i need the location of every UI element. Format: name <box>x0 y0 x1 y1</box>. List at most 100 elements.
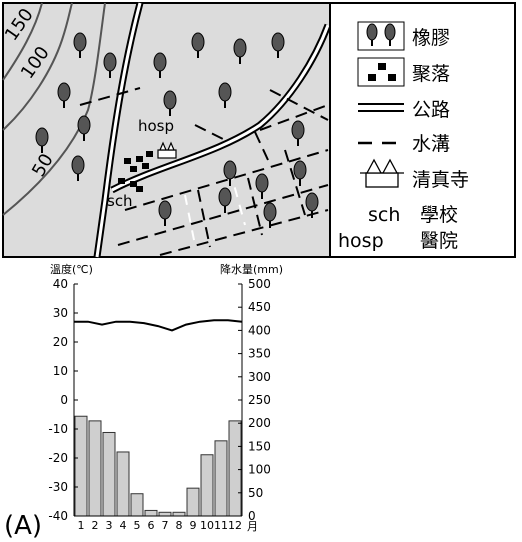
temperature-line-group <box>74 319 243 332</box>
x-tick-label: 10 <box>200 519 214 532</box>
rubber-tree-icon <box>271 32 285 58</box>
legend-settlement-icon <box>357 57 405 87</box>
x-tick-label: 9 <box>190 519 197 532</box>
contour-line-50 <box>2 2 106 216</box>
rubber-tree-icon <box>57 82 71 108</box>
legend-label-road: 公路 <box>412 99 450 121</box>
left-tick-label: -20 <box>48 451 68 465</box>
right-tick-label: 500 <box>248 277 271 291</box>
legend-abbr-hosp: hosp <box>338 230 384 252</box>
precipitation-bar <box>74 415 88 517</box>
left-tick-label: -10 <box>48 422 68 436</box>
right-tick-label: 100 <box>248 463 271 477</box>
rubber-tree-icon <box>35 127 49 153</box>
rubber-tree-icon <box>223 160 237 186</box>
x-tick-label: 2 <box>92 519 99 532</box>
x-tick-label: 8 <box>176 519 183 532</box>
contour-line-150 <box>2 2 43 81</box>
right-tick-label: 400 <box>248 323 271 337</box>
x-tick-label: 4 <box>120 519 127 532</box>
hosp-label: hosp <box>138 117 174 135</box>
precipitation-bar <box>158 511 172 517</box>
precipitation-bar <box>130 493 144 517</box>
right-axis-label: 降水量(mm) <box>220 262 283 276</box>
rubber-trees <box>35 32 319 228</box>
left-axis-label: 溫度(℃) <box>50 262 93 276</box>
legend-label-settlement: 聚落 <box>412 63 450 85</box>
settlement-blocks <box>118 151 153 192</box>
x-unit-label: 月 <box>247 520 258 533</box>
legend: 橡膠 聚落 公路 水溝 清真寺 sch 學校 hosp <box>329 2 516 258</box>
mosque-icon <box>157 141 177 159</box>
left-tick-label: -40 <box>48 509 68 523</box>
x-tick-label: 6 <box>148 519 155 532</box>
rubber-tree-icon <box>263 202 277 228</box>
rubber-tree-icon <box>218 82 232 108</box>
x-tick-label: 3 <box>106 519 113 532</box>
road-west-fill <box>95 2 142 258</box>
precipitation-bar <box>144 509 158 517</box>
rubber-tree-icon <box>291 120 305 146</box>
temperature-line <box>74 319 243 332</box>
precipitation-bars <box>74 415 242 517</box>
precipitation-bar <box>200 454 214 517</box>
right-tick-label: 350 <box>248 347 271 361</box>
field-boundaries <box>184 169 246 246</box>
precipitation-bar <box>116 451 130 517</box>
legend-label-rubber: 橡膠 <box>412 27 450 49</box>
right-tick-label: 150 <box>248 439 271 453</box>
right-tick-label: 200 <box>248 416 271 430</box>
left-tick-label: 40 <box>53 277 68 291</box>
rubber-tree-icon <box>158 200 172 226</box>
precipitation-bar <box>172 511 186 517</box>
option-label: (A) <box>4 511 42 541</box>
rubber-tree-icon <box>153 52 167 78</box>
precipitation-bar <box>214 440 228 517</box>
x-tick-label: 12 <box>228 519 242 532</box>
x-tick-label: 7 <box>162 519 169 532</box>
contour-line-100 <box>2 2 73 131</box>
x-tick-label: 5 <box>134 519 141 532</box>
legend-label-school: 學校 <box>420 204 458 226</box>
left-tick-label: 0 <box>60 393 68 407</box>
rubber-tree-icon <box>305 192 319 218</box>
precipitation-bar <box>88 420 102 517</box>
climate-chart: 溫度(℃) 降水量(mm) 403020100-10-20-30-4050045… <box>48 262 283 533</box>
legend-abbr-sch: sch <box>368 204 400 226</box>
rubber-tree-icon <box>73 32 87 58</box>
rubber-tree-icon <box>103 52 117 78</box>
left-tick-label: 10 <box>53 364 68 378</box>
legend-road-icon <box>358 103 404 112</box>
rubber-tree-icon <box>233 38 247 64</box>
right-tick-label: 450 <box>248 300 271 314</box>
rubber-tree-icon <box>293 160 307 186</box>
rubber-tree-icon <box>218 187 232 213</box>
x-tick-label: 1 <box>78 519 85 532</box>
x-tick-label: 11 <box>214 519 228 532</box>
road-east-fill <box>111 24 330 192</box>
right-tick-label: 50 <box>248 486 263 500</box>
right-tick-label: 300 <box>248 370 271 384</box>
legend-label-mosque: 清真寺 <box>412 169 469 191</box>
sch-label: sch <box>107 192 133 210</box>
rubber-tree-icon <box>71 155 85 181</box>
left-tick-label: 20 <box>53 335 68 349</box>
legend-label-ditch: 水溝 <box>412 133 450 155</box>
precipitation-bar <box>228 420 242 517</box>
rubber-tree-icon <box>77 115 91 141</box>
rubber-tree-icon <box>163 90 177 116</box>
left-tick-label: -30 <box>48 480 68 494</box>
precipitation-bar <box>186 487 200 517</box>
legend-mosque-icon <box>360 158 404 188</box>
legend-label-hospital: 醫院 <box>420 230 458 252</box>
left-tick-label: 30 <box>53 306 68 320</box>
right-tick-label: 0 <box>248 509 256 523</box>
chart-ticks: 403020100-10-20-30-405004504003503002502… <box>48 277 271 532</box>
legend-rubber-icon <box>357 21 405 51</box>
rubber-tree-icon <box>255 173 269 199</box>
map: 150 100 50 <box>1 2 332 258</box>
precipitation-bar <box>102 431 116 517</box>
ditch-network <box>79 87 329 256</box>
rubber-tree-icon <box>191 32 205 58</box>
